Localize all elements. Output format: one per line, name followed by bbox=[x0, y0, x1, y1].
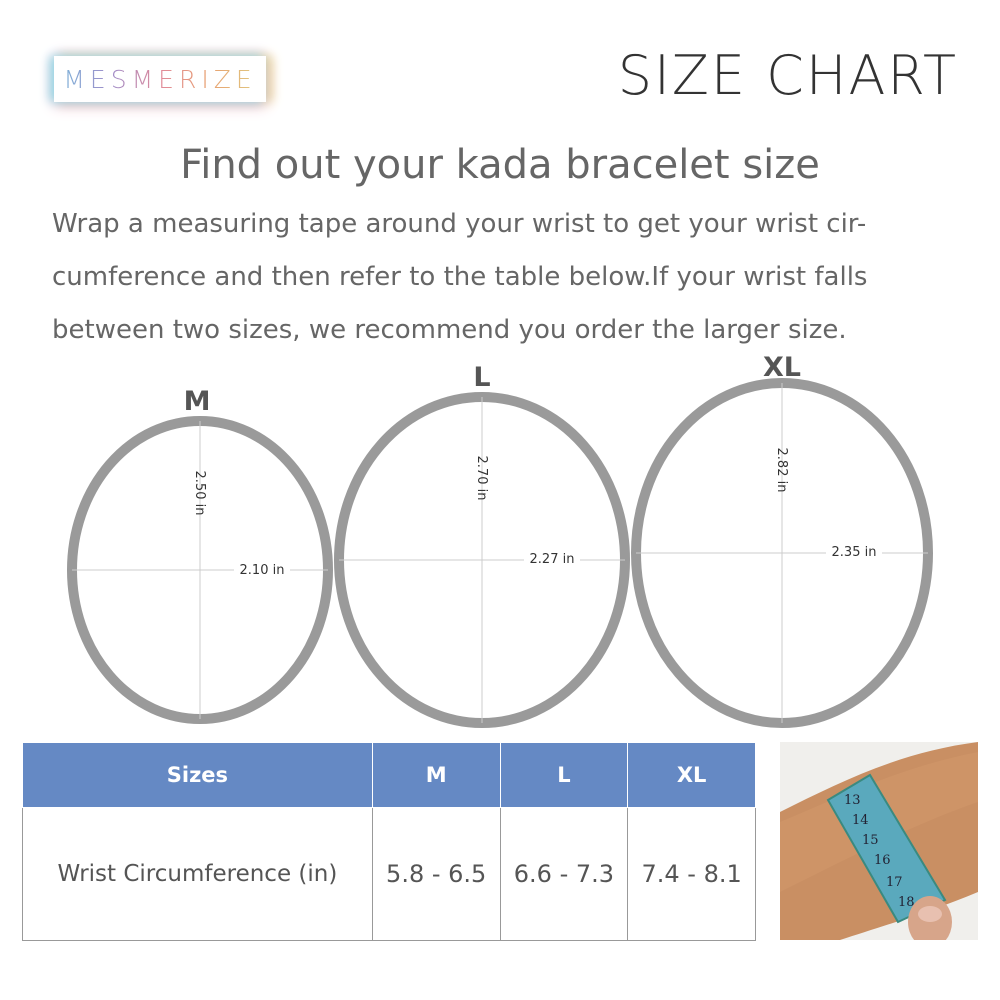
bracelet-diagram: M 2.50 in 2.10 in L 2.70 in 2.27 in XL 2… bbox=[67, 352, 933, 728]
bracelet-xl: XL 2.82 in 2.35 in bbox=[631, 352, 933, 728]
logo-text: MESMERIZE bbox=[63, 64, 257, 94]
tape-number: 16 bbox=[874, 853, 891, 868]
tape-number: 17 bbox=[886, 875, 903, 890]
wrist-measuring-photo: 13 14 15 16 17 18 bbox=[780, 742, 978, 940]
tape-number: 14 bbox=[852, 813, 869, 828]
measuring-tape bbox=[826, 773, 947, 924]
label-background bbox=[234, 561, 290, 578]
thumbnail bbox=[918, 906, 942, 922]
label-background bbox=[524, 550, 580, 567]
table-header-row: Sizes M L XL bbox=[22, 742, 756, 808]
header-cell: M bbox=[371, 742, 501, 808]
brand-logo: MESMERIZE bbox=[54, 56, 266, 102]
header-cell: L bbox=[499, 742, 629, 808]
tape-number: 13 bbox=[844, 793, 861, 808]
size-label: M bbox=[184, 386, 211, 417]
bracelet-m: M 2.50 in 2.10 in bbox=[67, 386, 333, 724]
width-label: 2.10 in bbox=[240, 563, 285, 578]
tape-numbers: 13 14 15 16 17 18 bbox=[844, 793, 915, 910]
table-cell: 5.8 - 6.5 bbox=[371, 807, 501, 941]
tape-number: 18 bbox=[898, 895, 915, 910]
row-label: Wrist Circumference (in) bbox=[22, 807, 373, 941]
height-label: 2.70 in bbox=[474, 456, 489, 501]
tape-number: 15 bbox=[862, 833, 879, 848]
page-title: SIZE CHART bbox=[617, 44, 958, 107]
bracelet-l: L 2.70 in 2.27 in bbox=[334, 362, 630, 728]
header-cell: Sizes bbox=[22, 742, 373, 808]
size-table: Sizes M L XL Wrist Circumference (in) 5.… bbox=[22, 742, 756, 941]
table-cell: 7.4 - 8.1 bbox=[627, 807, 756, 941]
table-cell: 6.6 - 7.3 bbox=[499, 807, 629, 941]
width-label: 2.35 in bbox=[832, 545, 877, 560]
heading: Find out your kada bracelet size bbox=[180, 142, 820, 188]
header-cell: XL bbox=[627, 742, 756, 808]
size-label: L bbox=[473, 362, 490, 393]
width-label: 2.27 in bbox=[530, 552, 575, 567]
photo-illustration: 13 14 15 16 17 18 bbox=[780, 742, 978, 940]
size-label: XL bbox=[763, 352, 801, 383]
description: Wrap a measuring tape around your wrist … bbox=[52, 209, 868, 345]
height-label: 2.82 in bbox=[774, 448, 789, 493]
table-row: Wrist Circumference (in) 5.8 - 6.5 6.6 -… bbox=[22, 807, 756, 941]
height-label: 2.50 in bbox=[192, 471, 207, 516]
label-background bbox=[826, 543, 882, 560]
